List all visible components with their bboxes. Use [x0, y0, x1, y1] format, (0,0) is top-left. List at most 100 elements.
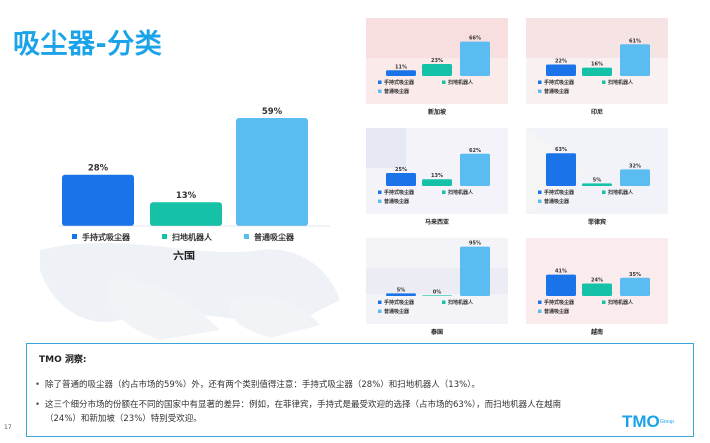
legend-swatch-regular — [378, 89, 382, 93]
legend-label-robot: 扫地机器人 — [448, 79, 474, 86]
insights-box: TMO 洞察: • 除了普通的吸尘器（约占市场的59%）外，还有两个类别值得注意：… — [26, 343, 694, 437]
logo-sub: Group — [660, 419, 674, 425]
bullet-dot: • — [35, 380, 41, 390]
legend-swatch-handheld — [378, 190, 382, 194]
bar-label-regular: 95% — [469, 241, 481, 247]
page-title: 吸尘器-分类 — [13, 29, 163, 60]
legend-swatch-regular — [244, 234, 249, 239]
legend-swatch-handheld — [378, 300, 382, 304]
bar-regular — [620, 277, 650, 296]
legend-label-handheld: 手持式吸尘器 — [384, 189, 415, 196]
insights-title: TMO 洞察: — [39, 355, 87, 365]
bar-handheld — [546, 64, 576, 76]
legend-label-handheld: 手持式吸尘器 — [544, 189, 575, 196]
bar-label-robot: 13% — [431, 173, 443, 179]
bar-handheld — [546, 153, 576, 186]
legend-swatch-robot — [602, 80, 606, 84]
country-label-philippines: 菲律宾 — [587, 219, 606, 226]
bar-label-handheld: 41% — [555, 269, 567, 275]
legend-label-robot: 扫地机器人 — [448, 299, 474, 306]
legend-label-regular: 普通吸尘器 — [384, 308, 410, 315]
legend-swatch-handheld — [72, 234, 77, 239]
legend-label-regular: 普通吸尘器 — [544, 308, 570, 315]
main-bar-handheld — [62, 174, 134, 226]
bar-label-regular: 66% — [469, 36, 481, 42]
legend-label-regular: 普通吸尘器 — [544, 88, 570, 95]
bar-robot — [582, 283, 612, 296]
insight-text-1: 除了普通的吸尘器（约占市场的59%）外，还有两个类别值得注意：手持式吸尘器（28… — [45, 380, 480, 390]
main-chart-title: 六国 — [173, 249, 195, 260]
legend-swatch-robot — [442, 300, 446, 304]
legend-label-handheld: 手持式吸尘器 — [544, 299, 575, 306]
country-label-singapore: 新加坡 — [427, 109, 446, 116]
legend-label-robot: 扫地机器人 — [172, 232, 213, 242]
legend-swatch-handheld — [538, 300, 542, 304]
legend-label-handheld: 手持式吸尘器 — [82, 232, 131, 242]
legend-swatch-regular — [378, 199, 382, 203]
legend-label-regular: 普通吸尘器 — [384, 198, 410, 205]
legend-label-robot: 扫地机器人 — [608, 189, 634, 196]
legend-swatch-robot — [162, 234, 167, 239]
bar-label-regular: 61% — [629, 38, 641, 44]
legend-label-regular: 普通吸尘器 — [544, 198, 570, 205]
bar-label-handheld: 5% — [397, 287, 406, 293]
bar-label-robot: 0% — [433, 289, 442, 295]
insight-bullet-2-cont: （24%）和新加坡（23%）特别受欢迎。 — [35, 412, 685, 426]
background-map — [40, 242, 340, 340]
insight-bullet-2: • 这三个细分市场的份额在不同的国家中有显著的差异：例如，在菲律宾，手持式是最受欢… — [35, 398, 685, 412]
bar-label-robot: 23% — [431, 58, 443, 64]
bar-handheld — [386, 293, 416, 296]
bar-label-regular: 35% — [629, 272, 641, 278]
bar-handheld — [386, 70, 416, 76]
country-label-malaysia: 马来西亚 — [424, 219, 449, 226]
legend-swatch-robot — [442, 80, 446, 84]
legend-swatch-robot — [602, 190, 606, 194]
legend-swatch-regular — [538, 199, 542, 203]
page-number: 17 — [4, 424, 12, 431]
bar-robot — [582, 67, 612, 76]
insight-bullet-1: • 除了普通的吸尘器（约占市场的59%）外，还有两个类别值得注意：手持式吸尘器（2… — [35, 378, 685, 392]
bar-label-handheld: 11% — [395, 64, 407, 70]
legend-swatch-handheld — [378, 80, 382, 84]
bar-robot — [422, 295, 452, 296]
main-chart: 28% 13% 59% 手持式吸尘器 扫地机器人 普通吸尘器 六国 — [58, 107, 330, 260]
bar-handheld — [386, 173, 416, 186]
bar-regular — [460, 246, 490, 296]
logo-text: TMO — [622, 412, 660, 431]
legend-swatch-regular — [538, 89, 542, 93]
bar-label-robot: 24% — [591, 278, 603, 284]
bar-robot — [422, 179, 452, 186]
bar-label-regular: 62% — [469, 148, 481, 154]
bar-handheld — [546, 274, 576, 296]
insight-text-2: 这三个细分市场的份额在不同的国家中有显著的差异：例如，在菲律宾，手持式是最受欢迎… — [45, 400, 562, 410]
legend-label-handheld: 手持式吸尘器 — [544, 79, 575, 86]
bar-regular — [460, 41, 490, 76]
main-bar-label-robot: 13% — [176, 191, 197, 201]
tmo-logo: TMO Group — [622, 412, 674, 431]
main-bar-label-regular: 59% — [262, 107, 283, 117]
bar-robot — [582, 183, 612, 186]
bar-regular — [620, 169, 650, 186]
legend-swatch-robot — [442, 190, 446, 194]
insight-text-3: （24%）和新加坡（23%）特别受欢迎。 — [45, 414, 202, 424]
legend-label-handheld: 手持式吸尘器 — [384, 299, 415, 306]
bar-regular — [620, 44, 650, 76]
main-bar-robot — [150, 202, 222, 226]
legend-label-robot: 扫地机器人 — [608, 79, 634, 86]
country-label-vietnam: 越南 — [590, 329, 603, 336]
country-label-indonesia: 印尼 — [590, 109, 603, 116]
legend-swatch-robot — [602, 300, 606, 304]
country-label-thailand: 泰国 — [430, 329, 443, 336]
bar-label-handheld: 25% — [395, 167, 407, 173]
legend-swatch-handheld — [538, 190, 542, 194]
legend-label-regular: 普通吸尘器 — [384, 88, 410, 95]
main-bar-label-handheld: 28% — [88, 164, 109, 174]
legend-swatch-handheld — [538, 80, 542, 84]
bar-label-regular: 32% — [629, 163, 641, 169]
